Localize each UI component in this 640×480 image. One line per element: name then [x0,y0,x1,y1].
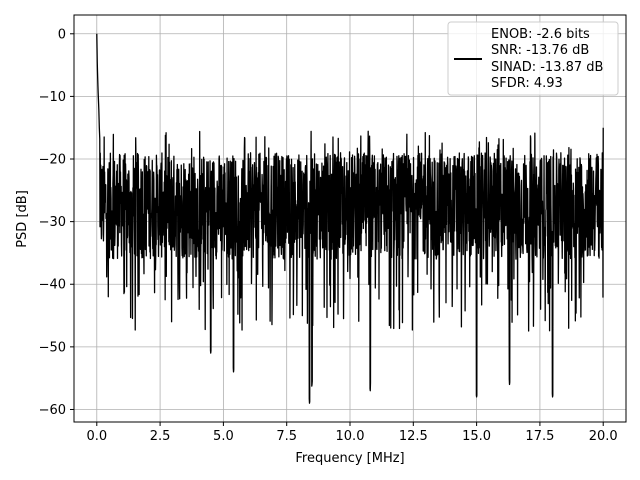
legend-entry-sinad: SINAD: -13.87 dB [491,60,603,75]
legend: ENOB: -2.6 bits SNR: -13.76 dB SINAD: -1… [447,21,619,96]
y-tick-label: −10 [39,90,66,105]
legend-entry-enob: ENOB: -2.6 bits [491,27,590,42]
x-tick-label: 5.0 [213,429,234,444]
x-tick-label: 15.0 [462,429,491,444]
y-tick-label: −20 [39,153,66,168]
y-tick-label: −30 [39,215,66,230]
x-tick-label: 10.0 [336,429,365,444]
x-tick-label: 0.0 [86,429,107,444]
x-tick-label: 17.5 [525,429,554,444]
x-axis-label: Frequency [MHz] [295,451,404,466]
x-tick-label: 20.0 [589,429,618,444]
legend-entry-sfdr: SFDR: 4.93 [491,76,563,91]
x-tick-label: 2.5 [150,429,171,444]
psd-trace-layer [96,33,604,404]
legend-entry-snr: SNR: -13.76 dB [491,43,589,58]
x-tick-label: 7.5 [276,429,297,444]
y-tick-label: −40 [39,278,66,293]
x-tick-label: 12.5 [399,429,428,444]
x-axis-ticks: 0.0 2.5 5.0 7.5 10.0 12.5 15.0 17.5 20.0 [86,422,618,444]
y-tick-label: −60 [39,403,66,418]
y-tick-label: 0 [58,27,66,42]
y-axis-ticks: 0 −10 −20 −30 −40 −50 −60 [39,27,74,418]
y-axis-label: PSD [dB] [15,190,30,248]
legend-box [447,21,619,96]
y-tick-label: −50 [39,340,66,355]
psd-series-line [96,33,604,404]
